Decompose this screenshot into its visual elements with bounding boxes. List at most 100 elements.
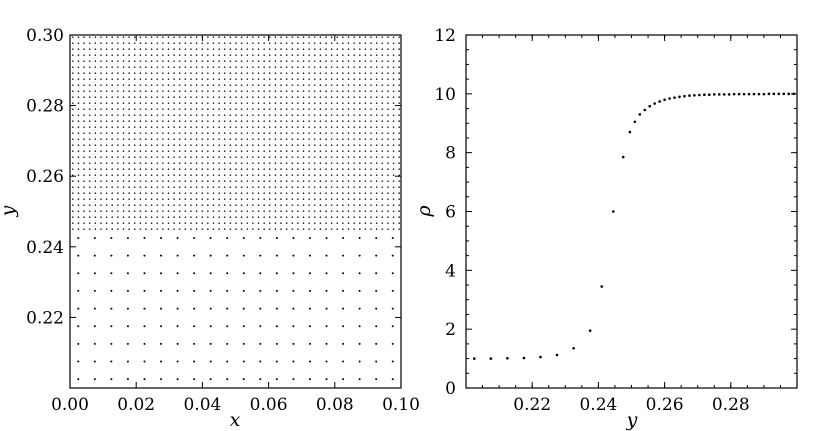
- left-point: [257, 150, 260, 152]
- left-point: [342, 60, 344, 62]
- left-point: [139, 162, 142, 164]
- left-point: [207, 156, 209, 158]
- left-point: [223, 228, 226, 230]
- left-point: [145, 162, 147, 164]
- left-point: [128, 228, 130, 230]
- left-point: [111, 204, 113, 206]
- left-point: [375, 36, 378, 38]
- left-point: [110, 307, 113, 310]
- left-point: [269, 138, 271, 140]
- left-point: [94, 54, 97, 56]
- left-point: [263, 180, 265, 182]
- left-point: [274, 102, 277, 104]
- left-point: [358, 236, 361, 239]
- left-point: [398, 72, 400, 74]
- left-point: [375, 162, 378, 164]
- left-point: [72, 222, 74, 224]
- left-point: [297, 222, 299, 224]
- left-point: [117, 54, 119, 56]
- left-point: [72, 192, 74, 194]
- left-point: [364, 54, 367, 56]
- left-point: [156, 198, 158, 200]
- left-point: [94, 78, 97, 80]
- left-point: [292, 307, 295, 310]
- left-point: [364, 90, 367, 92]
- left-point: [391, 325, 394, 328]
- left-point: [252, 48, 254, 50]
- left-point: [207, 72, 209, 74]
- left-point: [212, 150, 215, 152]
- left-point: [156, 168, 158, 170]
- left-point: [176, 378, 179, 381]
- left-point: [209, 236, 212, 239]
- left-y-tick-label: 0.24: [26, 238, 64, 258]
- left-point: [201, 162, 203, 164]
- left-point: [347, 126, 350, 128]
- left-point: [167, 222, 170, 224]
- left-point: [128, 210, 130, 212]
- left-point: [83, 228, 85, 230]
- left-plot-frame: [69, 34, 402, 389]
- left-point: [381, 126, 384, 128]
- left-point: [176, 272, 179, 275]
- left-point: [325, 72, 327, 74]
- left-point: [240, 132, 243, 134]
- left-point: [235, 102, 237, 104]
- left-point: [143, 307, 146, 310]
- left-point: [195, 60, 198, 62]
- left-point: [184, 72, 187, 74]
- left-point: [359, 96, 361, 98]
- left-point: [117, 222, 119, 224]
- left-point: [240, 114, 243, 116]
- left-point: [167, 84, 170, 86]
- left-point: [235, 138, 237, 140]
- left-point: [139, 222, 142, 224]
- left-point: [133, 114, 136, 116]
- left-point: [111, 144, 113, 146]
- left-point: [212, 204, 215, 206]
- left-point: [128, 204, 130, 206]
- left-point: [77, 36, 80, 38]
- left-point: [269, 36, 271, 38]
- right-point: [732, 92, 736, 96]
- left-point: [280, 78, 282, 80]
- left-point: [353, 138, 355, 140]
- left-point: [167, 180, 170, 182]
- left-point: [347, 222, 350, 224]
- left-point: [252, 186, 254, 188]
- left-point: [184, 162, 187, 164]
- left-point: [212, 96, 215, 98]
- left-point: [297, 42, 299, 44]
- left-point: [173, 180, 175, 182]
- left-point: [246, 54, 248, 56]
- left-point: [94, 210, 97, 212]
- left-point: [218, 132, 220, 134]
- left-point: [110, 325, 113, 328]
- left-point: [297, 204, 299, 206]
- left-point: [330, 108, 333, 110]
- left-point: [308, 48, 310, 50]
- left-point: [235, 108, 237, 110]
- left-point: [111, 216, 113, 218]
- left-point: [150, 138, 153, 140]
- left-point: [330, 210, 333, 212]
- left-point: [319, 216, 322, 218]
- left-point: [292, 360, 295, 363]
- left-point: [246, 114, 248, 116]
- left-point: [162, 150, 164, 152]
- left-point: [117, 48, 119, 50]
- left-point: [223, 216, 226, 218]
- left-point: [133, 144, 136, 146]
- left-point: [308, 162, 310, 164]
- left-point: [162, 138, 164, 140]
- left-point: [83, 144, 85, 146]
- left-point: [252, 78, 254, 80]
- left-point: [105, 102, 108, 104]
- left-point: [143, 272, 146, 275]
- left-point: [269, 72, 271, 74]
- left-point: [111, 84, 113, 86]
- left-point: [342, 102, 344, 104]
- left-point: [280, 90, 282, 92]
- left-point: [370, 42, 372, 44]
- left-point: [353, 228, 355, 230]
